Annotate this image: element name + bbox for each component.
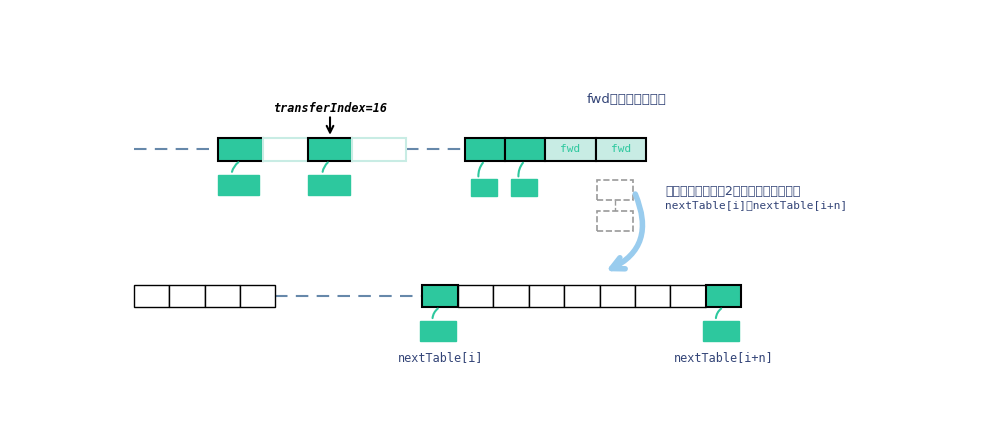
Text: 将此链表，拆分成2个新链表，将其插入: 将此链表，拆分成2个新链表，将其插入: [665, 185, 800, 198]
Bar: [205, 285, 240, 307]
Bar: [218, 138, 263, 161]
Bar: [705, 285, 741, 307]
Bar: [471, 179, 497, 196]
Bar: [596, 138, 646, 161]
Bar: [240, 285, 276, 307]
Bar: [457, 285, 493, 307]
Bar: [511, 179, 537, 196]
Bar: [544, 138, 596, 161]
Text: nextTable[i+n]: nextTable[i+n]: [674, 351, 774, 364]
Bar: [597, 211, 632, 231]
Bar: [493, 285, 529, 307]
Bar: [505, 138, 544, 161]
Bar: [307, 138, 353, 161]
Text: fwd表示已经被迁移: fwd表示已经被迁移: [587, 93, 666, 106]
Bar: [529, 285, 564, 307]
Bar: [703, 321, 739, 341]
Text: transferIndex=16: transferIndex=16: [273, 102, 387, 115]
Bar: [564, 285, 600, 307]
Text: fwd: fwd: [611, 144, 631, 154]
Text: nextTable[i]和nextTable[i+n]: nextTable[i]和nextTable[i+n]: [665, 200, 848, 210]
Bar: [423, 285, 457, 307]
Bar: [420, 321, 455, 341]
Bar: [308, 175, 350, 194]
Bar: [263, 138, 307, 161]
Bar: [353, 138, 406, 161]
Text: nextTable[i]: nextTable[i]: [397, 351, 483, 364]
Bar: [635, 285, 671, 307]
Bar: [217, 175, 259, 194]
Bar: [464, 138, 505, 161]
Bar: [600, 285, 635, 307]
Bar: [597, 180, 632, 200]
Text: fwd: fwd: [560, 144, 580, 154]
Bar: [169, 285, 205, 307]
Bar: [671, 285, 705, 307]
Bar: [133, 285, 169, 307]
